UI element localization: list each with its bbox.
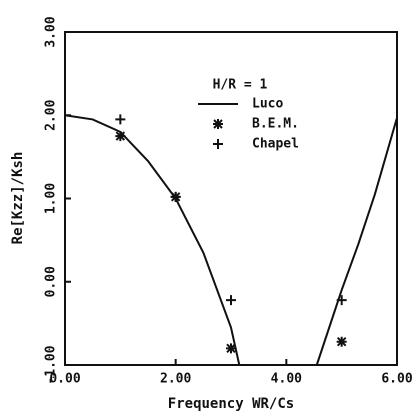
y-tick-label: 0.00	[44, 266, 59, 297]
marker-stroke	[226, 295, 236, 306]
legend-label: Chapel	[252, 137, 299, 152]
marker-stroke	[336, 336, 347, 347]
marker-stroke	[213, 139, 223, 149]
plus-marker	[115, 114, 126, 125]
legend-title: H/R = 1	[213, 78, 268, 93]
star-marker	[226, 343, 236, 354]
y-axis-label: Re[Kzz]/Ksh	[10, 152, 26, 245]
x-tick-label: 2.00	[160, 372, 191, 387]
star-marker	[115, 131, 126, 142]
marker-stroke	[115, 114, 126, 125]
legend-label: B.E.M.	[252, 117, 299, 132]
marker-stroke	[336, 295, 347, 306]
x-tick-label: 6.00	[381, 372, 412, 387]
plus-marker	[226, 295, 236, 306]
x-tick-label: 4.00	[271, 372, 302, 387]
y-tick-label: -1.00	[44, 345, 59, 384]
y-tick-label: 2.00	[44, 99, 59, 130]
star-marker	[336, 336, 347, 347]
plus-marker	[336, 295, 347, 306]
marker-stroke	[213, 119, 223, 129]
x-tick-label: 0.00	[49, 372, 80, 387]
plus-marker	[170, 191, 181, 202]
marker-stroke	[226, 343, 236, 354]
marker-stroke	[170, 191, 181, 202]
star-marker	[213, 119, 223, 129]
legend-label: Luco	[252, 97, 283, 112]
x-axis-label: Frequency WR/Cs	[168, 396, 294, 412]
plus-marker	[213, 139, 223, 149]
line	[64, 114, 398, 366]
marker-stroke	[115, 131, 126, 142]
y-tick-label: 1.00	[44, 183, 59, 214]
y-tick-label: 3.00	[44, 16, 59, 47]
